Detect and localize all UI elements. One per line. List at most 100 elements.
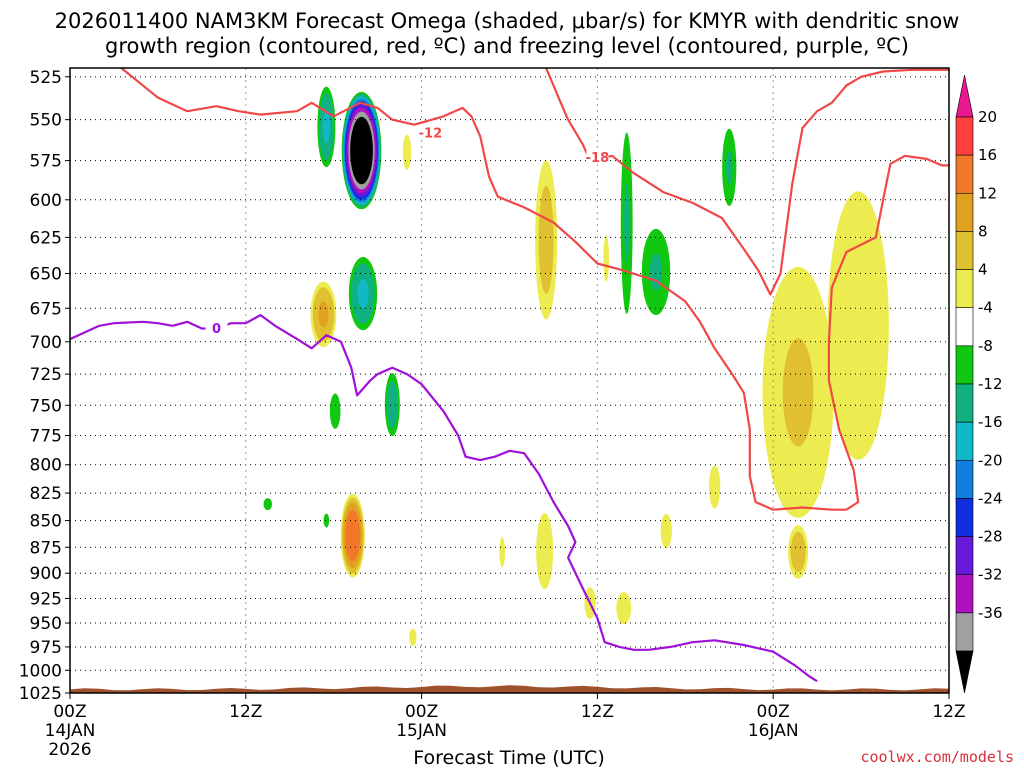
colorbar-swatch [955,345,974,385]
omega-contour-fill [708,465,721,509]
colorbar-swatch [955,154,974,194]
omega-contour-fill [536,513,554,590]
colorbar-tick-label: -16 [978,413,1003,431]
y-tick-label: 525 [30,68,62,88]
omega-blob [310,281,337,348]
omega-contour-fill [790,531,806,573]
contour-label: -12 [419,126,443,141]
colorbar-tick-label: 12 [978,184,997,202]
omega-contour-fill [402,134,412,170]
x-tick-year: 2026 [48,740,91,760]
x-tick-label: 00Z [757,702,790,722]
y-tick-label: 850 [30,512,62,532]
omega-contour-fill [660,513,672,549]
contour-label-bg [205,320,228,336]
y-tick-label: 1025 [19,684,62,704]
omega-blob [263,498,273,511]
colorbar-swatch [955,612,974,652]
colorbar-tick-label: -4 [978,299,993,317]
omega-blob [384,373,400,437]
y-tick-label: 750 [30,396,62,416]
contour-label: -18 [586,151,610,166]
x-tick-label: 12Z [229,702,262,722]
x-tick-label: 00Z [53,702,86,722]
colorbar-swatch [955,307,974,347]
y-tick-label: 675 [30,299,62,319]
colorbar-swatch [955,574,974,614]
omega-blob [660,513,672,549]
terrain [70,685,949,693]
omega-blob [340,493,365,578]
y-tick-label: 800 [30,456,62,476]
colorbar-bottom-arrow [955,650,974,694]
plot-area: -12 -18 0 [70,68,949,693]
x-tick-label: 12Z [581,702,614,722]
omega-contour-fill [345,509,361,562]
colorbar-swatch [955,116,974,156]
omega-contour-fill [323,513,330,528]
x-tick-label: 00Z [405,702,438,722]
y-tick-label: 700 [30,333,62,353]
omega-contour-fill [726,150,733,185]
omega-blob [499,537,505,568]
y-tick-label: 875 [30,538,62,558]
y-tick-label: 900 [30,564,62,584]
y-tick-label: 825 [30,484,62,504]
omega-contour-fill [318,301,329,328]
colorbar-swatch [955,421,974,461]
omega-blob [616,592,632,625]
omega-contour-fill [782,338,814,447]
chart-title-line2: growth region (contoured, red, ºC) and f… [105,34,909,58]
x-tick-date: 16JAN [748,721,799,741]
omega-blob [329,393,341,429]
colorbar: 20 16 12 8 4 -4 -8 -12 -16 -20 -24 -28 -32 -36 [955,74,1003,694]
dgz-contour-line [545,68,949,296]
colorbar-tick-label: -32 [978,566,1003,584]
y-tick-label: 575 [30,152,62,172]
omega-blob [317,86,336,168]
omega-blob [762,266,834,518]
omega-contour-fill [616,592,632,625]
y-tick-label: 725 [30,365,62,385]
y-tick-label: 600 [30,191,62,211]
colorbar-tick-label: -24 [978,489,1003,507]
omega-contour-fill [329,393,341,429]
plot-frame [69,67,950,694]
omega-contour-fill [603,235,610,282]
x-tick-date: 14JAN [45,721,96,741]
y-axis: 525 550 575 600 625 650 675 700 725 750 775 800 825 8… [19,68,70,704]
x-axis-title: Forecast Time (UTC) [413,747,604,768]
contour-label: 0 [212,322,221,337]
omega-contour-fill [538,185,554,294]
colorbar-tick-label: -12 [978,375,1003,393]
y-tick-label: 1000 [19,661,62,681]
omega-contour-fill [499,537,505,568]
colorbar-tick-label: -8 [978,337,993,355]
omega-blob [535,160,558,320]
omega-blob [409,628,417,646]
x-tick-label: 12Z [932,702,965,722]
y-tick-label: 775 [30,427,62,447]
y-tick-label: 950 [30,614,62,634]
x-tick-date: 15JAN [396,721,447,741]
colorbar-tick-label: -28 [978,528,1003,546]
colorbar-tick-label: 16 [978,146,997,164]
colorbar-tick-label: -36 [978,604,1003,622]
chart-title-line1: 2026011400 NAM3KM Forecast Omega (shaded… [55,9,960,33]
colorbar-swatch [955,383,974,423]
omega-contour-fill [350,116,373,185]
omega-blob [341,91,382,210]
omega-contour-fill [649,253,663,291]
omega-shading [263,86,889,646]
colorbar-swatch [955,269,974,309]
dgz-contour-line [120,68,949,511]
omega-blob [788,525,809,579]
omega-blob [620,132,633,314]
y-tick-label: 625 [30,228,62,248]
y-tick-label: 925 [30,589,62,609]
y-tick-label: 650 [30,265,62,285]
colorbar-swatch [955,192,974,232]
omega-blob [348,256,378,331]
